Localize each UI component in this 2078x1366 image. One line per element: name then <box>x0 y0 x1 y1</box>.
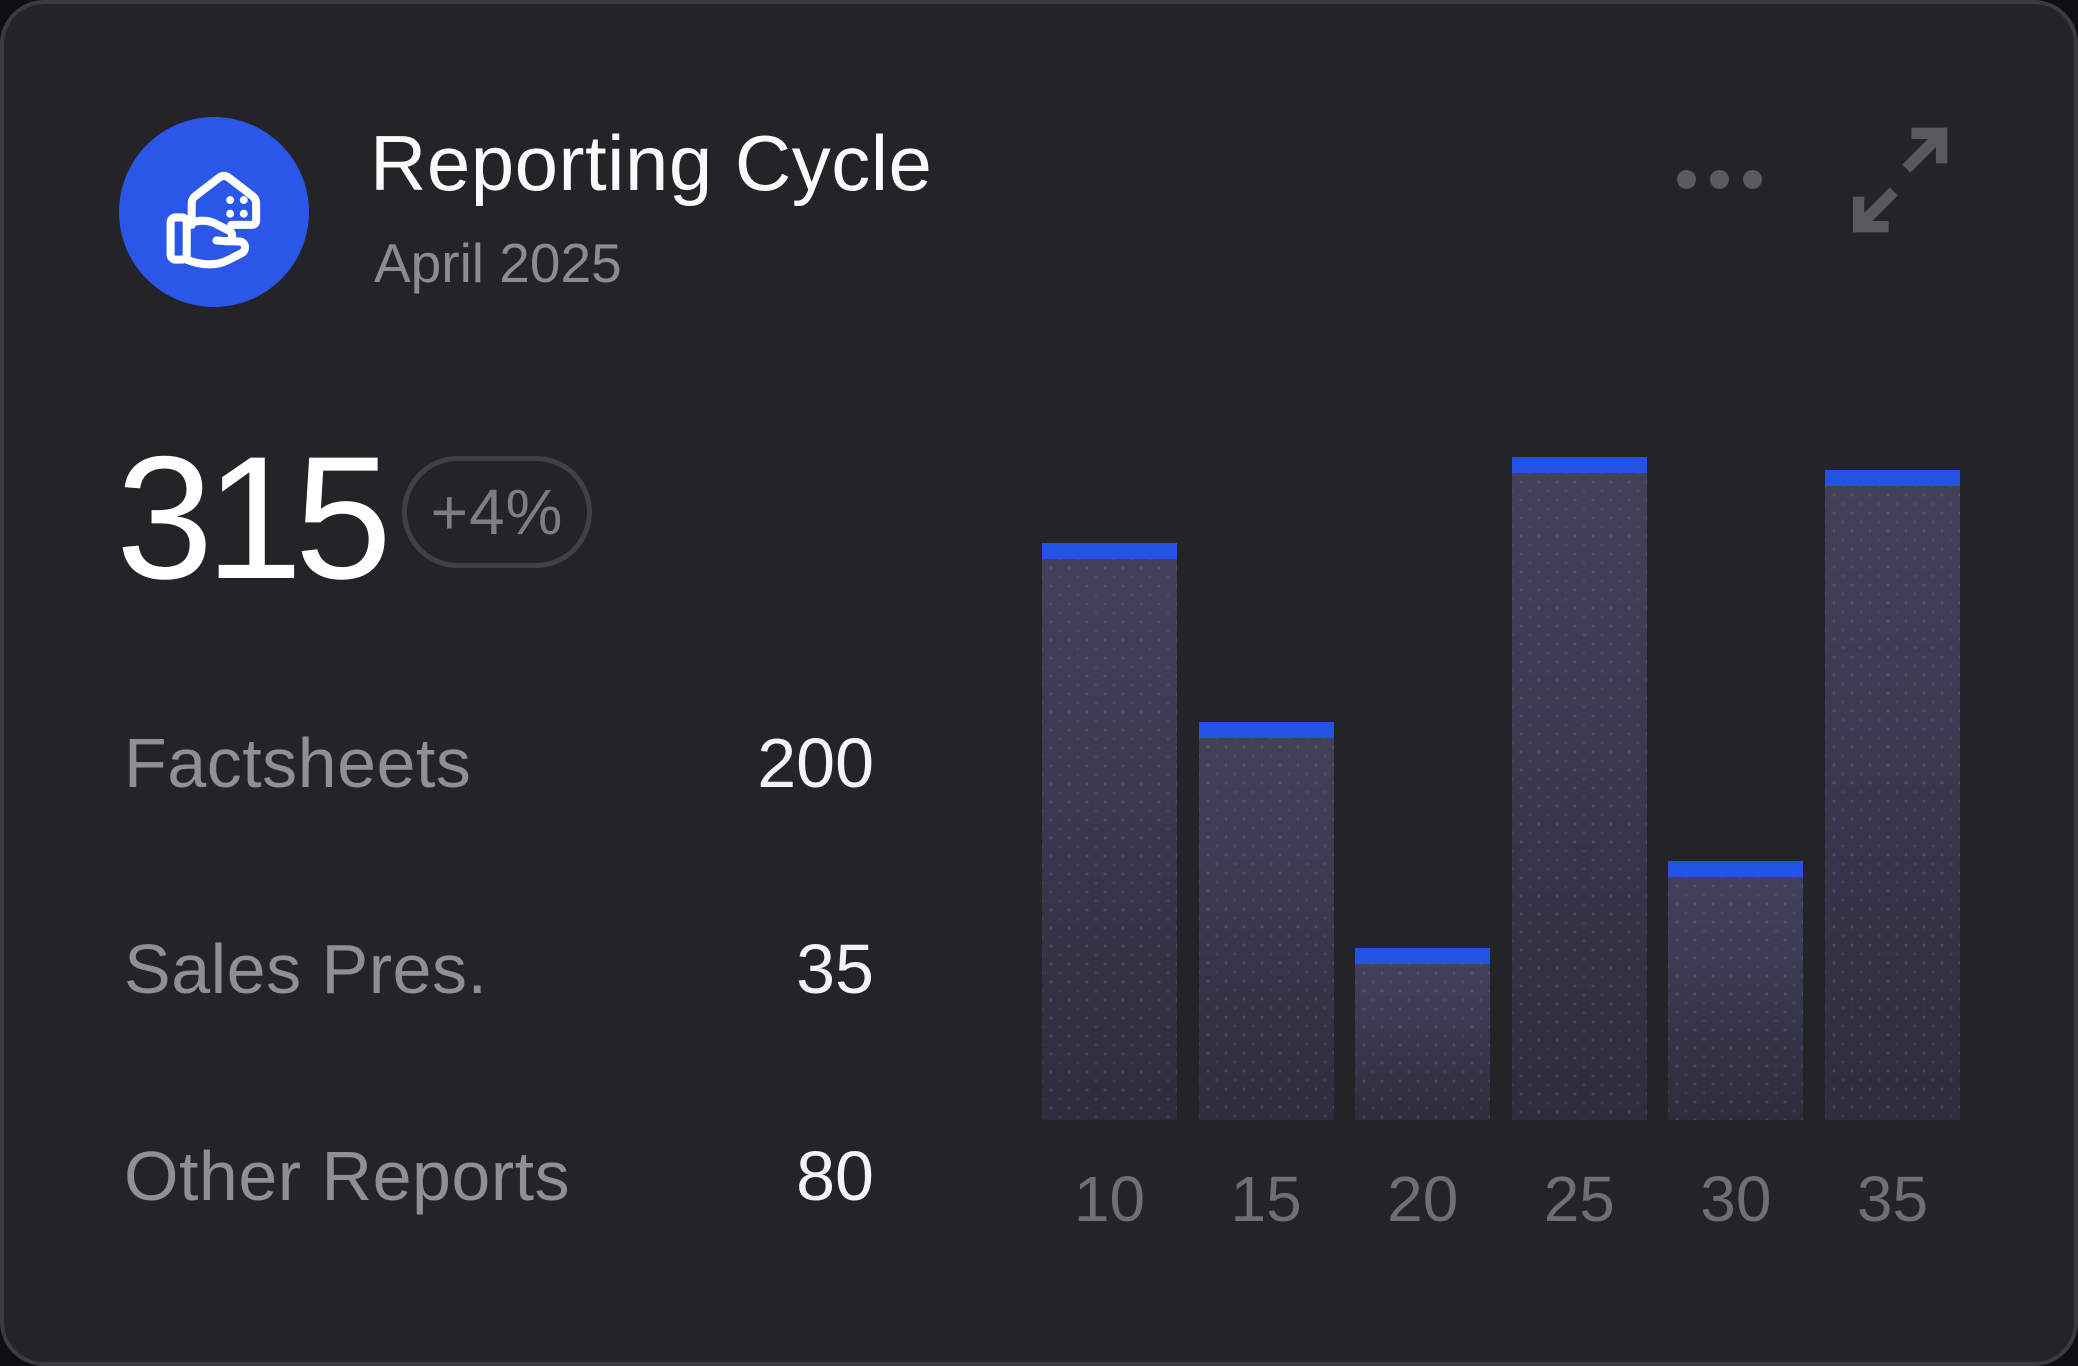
x-axis-label: 35 <box>1856 1163 1929 1235</box>
expand-button[interactable] <box>1842 122 1954 240</box>
card-subtitle: April 2025 <box>374 232 622 294</box>
breakdown-label: Factsheets <box>124 724 472 802</box>
breakdown-row: Other Reports 80 <box>124 1141 874 1211</box>
bar-cap <box>1511 457 1647 473</box>
bar-body <box>1668 877 1804 1120</box>
hand-holding-house-icon <box>152 148 276 277</box>
breakdown-row: Factsheets 200 <box>124 728 874 798</box>
bar <box>1355 948 1491 1120</box>
bar <box>1042 543 1177 1120</box>
breakdown-value: 80 <box>796 1137 874 1215</box>
bar-body <box>1198 738 1334 1120</box>
x-axis-label: 20 <box>1387 1163 1459 1235</box>
page-title: Reporting Cycle <box>370 119 933 207</box>
total-value: 315 <box>116 421 392 616</box>
bar-body <box>1042 559 1177 1120</box>
x-axis-label: 10 <box>1073 1163 1146 1235</box>
bar-chart <box>1042 457 1960 1120</box>
bar <box>1511 457 1647 1120</box>
bar-body <box>1355 964 1491 1120</box>
delta-badge: +4% <box>402 456 592 568</box>
bar-body <box>1511 473 1647 1120</box>
breakdown-value: 200 <box>757 724 874 802</box>
card-avatar <box>119 117 309 307</box>
x-axis-label: 25 <box>1543 1163 1615 1235</box>
bar <box>1198 722 1334 1120</box>
breakdown-row: Sales Pres. 35 <box>124 934 874 1004</box>
menu-button[interactable] <box>1664 144 1774 214</box>
bar-cap <box>1042 543 1177 559</box>
bar <box>1668 861 1804 1120</box>
bar-body <box>1824 486 1960 1120</box>
x-axis-label: 15 <box>1230 1163 1302 1235</box>
breakdown-label: Sales Pres. <box>124 930 488 1008</box>
bar-cap <box>1355 948 1491 964</box>
x-axis-label: 30 <box>1700 1163 1772 1235</box>
bar <box>1824 470 1960 1120</box>
expand-arrows-icon <box>1846 127 1950 238</box>
bar-cap <box>1198 722 1334 738</box>
bar-cap <box>1824 470 1960 486</box>
x-axis-labels: 10 15 20 25 30 35 <box>1042 1167 1960 1231</box>
bar-cap <box>1668 861 1804 877</box>
breakdown-label: Other Reports <box>124 1137 571 1215</box>
breakdown-value: 35 <box>796 930 874 1008</box>
ellipsis-icon <box>1676 169 1696 189</box>
